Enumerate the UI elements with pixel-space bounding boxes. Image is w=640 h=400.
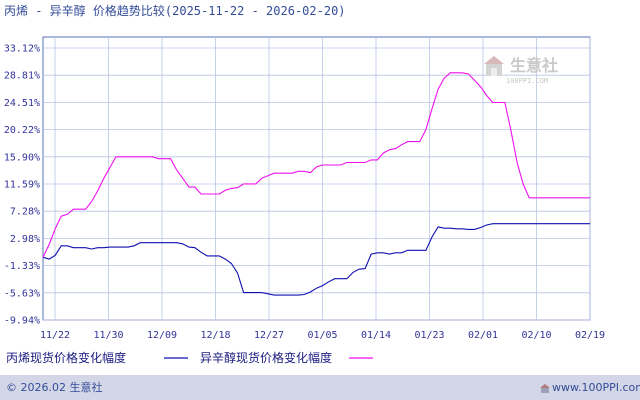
y-tick-label: 33.12% bbox=[4, 44, 40, 55]
series-line-1 bbox=[42, 223, 590, 296]
x-tick-label: 12/27 bbox=[254, 330, 284, 341]
legend-label-series-1: 丙烯现货价格变化幅度 bbox=[6, 350, 126, 365]
y-tick-label: -1.33% bbox=[4, 261, 40, 272]
footer-copyright: © 2026.02 生意社 bbox=[6, 380, 102, 394]
watermark-name: 生意社 bbox=[510, 56, 558, 75]
x-tick-label: 02/10 bbox=[521, 330, 551, 341]
x-tick-label: 11/22 bbox=[40, 330, 70, 341]
x-tick-label: 12/18 bbox=[200, 330, 230, 341]
footer-bar bbox=[0, 375, 640, 400]
y-tick-label: 20.22% bbox=[4, 125, 40, 136]
series-line-2 bbox=[42, 72, 590, 258]
footer-url[interactable]: www.100PPI.com bbox=[552, 381, 640, 394]
x-tick-label: 12/09 bbox=[147, 330, 177, 341]
footer: © 2026.02 生意社 www.100PPI.com bbox=[0, 375, 640, 400]
footer-logo-icon bbox=[540, 384, 550, 393]
watermark-url: 100PPI.COM bbox=[506, 77, 548, 85]
x-axis-ticks: 11/22 11/30 12/09 12/18 12/27 01/05 01/14 01/23… bbox=[40, 330, 605, 341]
x-tick-label: 02/19 bbox=[575, 330, 605, 341]
y-tick-label: -9.94% bbox=[4, 316, 40, 327]
x-tick-label: 01/23 bbox=[414, 330, 444, 341]
y-tick-label: 2.98% bbox=[10, 234, 40, 245]
y-tick-label: 15.90% bbox=[4, 152, 40, 163]
chart-title: 丙烯 - 异辛醇 价格趋势比较(2025-11-22 - 2026-02-20) bbox=[4, 3, 346, 18]
x-tick-label: 02/01 bbox=[468, 330, 498, 341]
x-tick-label: 01/14 bbox=[361, 330, 391, 341]
x-tick-label: 11/30 bbox=[93, 330, 123, 341]
y-tick-label: 11.59% bbox=[4, 180, 40, 191]
watermark-logo-icon bbox=[484, 56, 504, 76]
series-lines bbox=[42, 72, 590, 296]
legend-label-series-2: 异辛醇现货价格变化幅度 bbox=[200, 350, 332, 365]
x-tick-label: 01/05 bbox=[307, 330, 337, 341]
y-tick-label: 28.81% bbox=[4, 71, 40, 82]
y-tick-label: 24.51% bbox=[4, 98, 40, 109]
watermark: 生意社 100PPI.COM bbox=[484, 56, 558, 85]
y-tick-label: 7.28% bbox=[10, 207, 40, 218]
y-axis-ticks: 33.12% 28.81% 24.51% 20.22% 15.90% 11.59% 7.28… bbox=[4, 44, 40, 327]
grid-lines bbox=[43, 37, 591, 321]
legend: 丙烯现货价格变化幅度 异辛醇现货价格变化幅度 bbox=[6, 350, 373, 365]
y-tick-label: -5.63% bbox=[4, 288, 40, 299]
